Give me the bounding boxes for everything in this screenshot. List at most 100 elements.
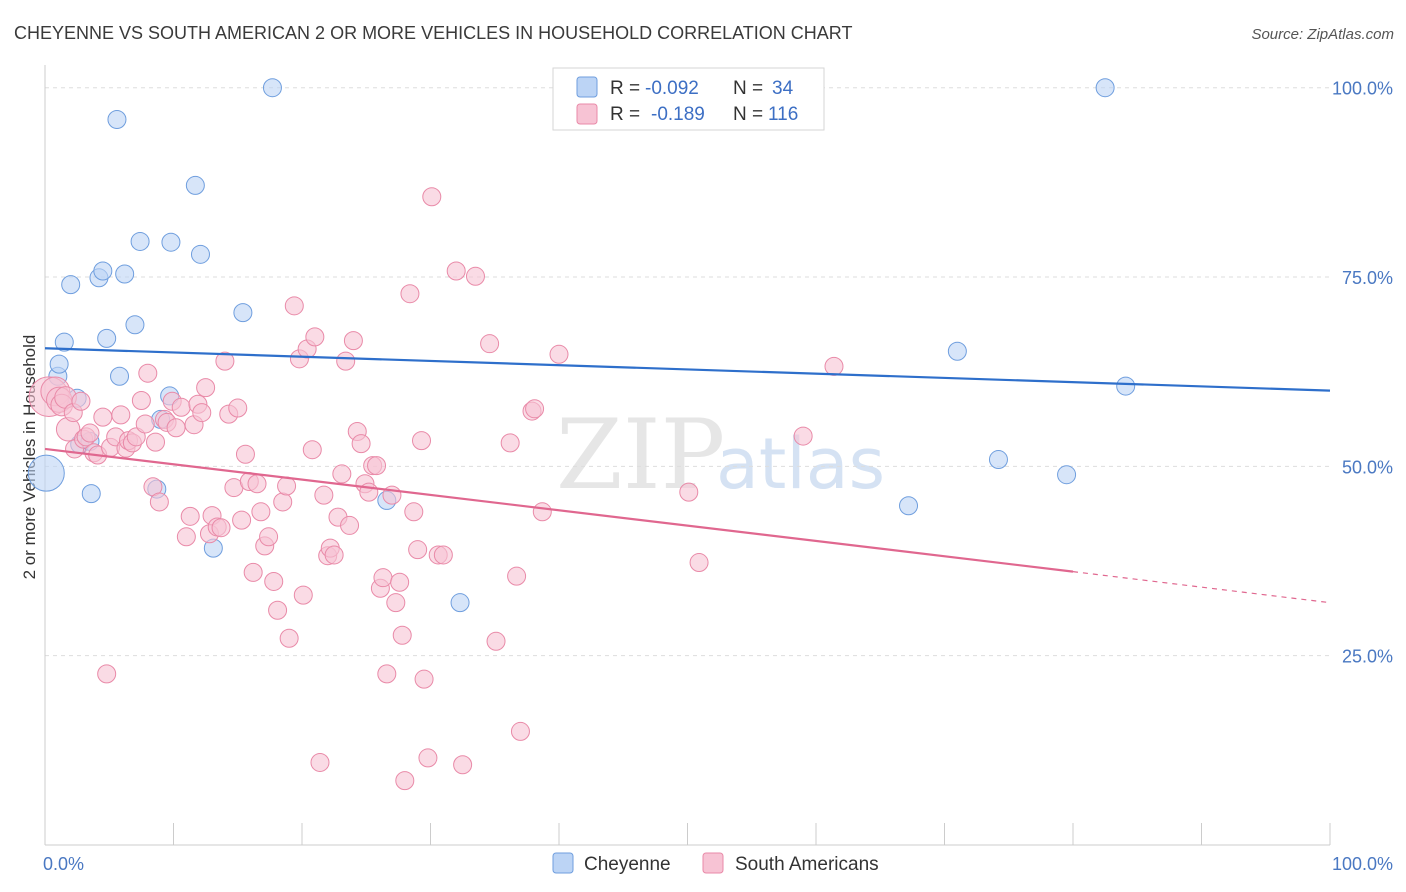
x-tick-label-start: 0.0% bbox=[43, 854, 84, 874]
legend-r-value-0: -0.092 bbox=[645, 78, 699, 99]
south-americans-point bbox=[549, 344, 569, 364]
south-americans-point bbox=[247, 474, 267, 494]
south-americans-point bbox=[689, 553, 709, 573]
cheyenne-point bbox=[107, 110, 127, 130]
south-americans-point bbox=[390, 572, 410, 592]
south-americans-point bbox=[510, 721, 530, 741]
south-americans-point bbox=[80, 423, 100, 443]
legend-item-cheyenne: Cheyenne bbox=[584, 854, 671, 875]
cheyenne-point bbox=[899, 496, 919, 516]
cheyenne-point bbox=[947, 341, 967, 361]
south-americans-point bbox=[135, 414, 155, 434]
south-americans-point bbox=[422, 187, 442, 207]
south-americans-point bbox=[486, 631, 506, 651]
south-americans-point bbox=[400, 284, 420, 304]
y-tick-labels: 25.0% 50.0% 75.0% 100.0% bbox=[1332, 79, 1393, 667]
south-americans-point bbox=[146, 432, 166, 452]
south-americans-point bbox=[386, 593, 406, 613]
south-americans-point bbox=[180, 506, 200, 526]
cheyenne-point bbox=[988, 450, 1008, 470]
south-americans-point bbox=[418, 748, 438, 768]
y-tick-label: 25.0% bbox=[1342, 647, 1393, 667]
south-americans-point bbox=[251, 502, 271, 522]
legend-n-label-0: N = bbox=[733, 78, 763, 99]
south-americans-point bbox=[228, 398, 248, 418]
south-americans-point bbox=[351, 434, 371, 454]
south-americans-point bbox=[279, 628, 299, 648]
cheyenne-point bbox=[115, 264, 135, 284]
south-americans-point bbox=[284, 296, 304, 316]
south-americans-point bbox=[824, 356, 844, 376]
south-americans-point bbox=[243, 562, 263, 582]
cheyenne-point bbox=[233, 303, 253, 323]
south-americans-point bbox=[93, 407, 113, 427]
south-americans-point bbox=[336, 351, 356, 371]
south-americans-point bbox=[166, 418, 186, 438]
cheyenne-point bbox=[54, 332, 74, 352]
south-americans-point bbox=[259, 527, 279, 547]
south-americans-point bbox=[408, 540, 428, 560]
south-americans-point bbox=[453, 755, 473, 775]
south-americans-point bbox=[343, 331, 363, 351]
watermark-zip: ZIP bbox=[556, 399, 725, 511]
south-americans-point bbox=[268, 600, 288, 620]
south-americans-point bbox=[367, 456, 387, 476]
south-americans-point bbox=[793, 426, 813, 446]
south-americans-point bbox=[131, 390, 151, 410]
south-americans-point bbox=[235, 444, 255, 464]
gridlines bbox=[45, 87, 1330, 657]
cheyenne-point bbox=[1057, 465, 1077, 485]
cheyenne-point bbox=[161, 232, 181, 252]
south-americans-trend-line bbox=[44, 447, 1074, 573]
south-americans-point bbox=[192, 403, 212, 423]
south-americans-point bbox=[679, 482, 699, 502]
cheyenne-point bbox=[27, 454, 65, 492]
x-tick-labels: 0.0% 100.0% bbox=[43, 854, 1393, 874]
cheyenne-point bbox=[110, 366, 130, 386]
south-americans-point bbox=[97, 664, 117, 684]
south-americans-point bbox=[395, 771, 415, 791]
legend-n-label-1: N = bbox=[733, 104, 763, 125]
south-americans-point bbox=[232, 510, 252, 530]
south-americans-point bbox=[500, 433, 520, 453]
south-americans-point bbox=[149, 492, 169, 512]
south-americans-trend-extension bbox=[1072, 571, 1331, 604]
south-americans-point bbox=[264, 571, 284, 591]
south-americans-point bbox=[314, 485, 334, 505]
south-americans-point bbox=[176, 527, 196, 547]
south-americans-point bbox=[525, 399, 545, 419]
y-tick-label: 75.0% bbox=[1342, 268, 1393, 288]
south-americans-point bbox=[293, 585, 313, 605]
cheyenne-point bbox=[130, 231, 150, 251]
south-americans-point bbox=[215, 351, 235, 371]
south-americans-point bbox=[302, 440, 322, 460]
south-americans-point bbox=[273, 492, 293, 512]
south-americans-point bbox=[324, 545, 344, 565]
cheyenne-point bbox=[262, 78, 282, 98]
x-tick-label-end: 100.0% bbox=[1332, 854, 1393, 874]
south-americans-point bbox=[277, 476, 297, 496]
south-americans-point bbox=[480, 334, 500, 354]
cheyenne-trend-line bbox=[44, 347, 1331, 392]
south-americans-point bbox=[126, 427, 146, 447]
south-americans-point bbox=[392, 625, 412, 645]
cheyenne-point bbox=[49, 354, 69, 374]
cheyenne-point bbox=[125, 315, 145, 335]
south-americans-point bbox=[404, 502, 424, 522]
cheyenne-point bbox=[450, 593, 470, 613]
stats-legend-box bbox=[552, 67, 825, 131]
south-americans-point bbox=[433, 545, 453, 565]
y-axis-label: 2 or more Vehicles in Household bbox=[20, 335, 39, 580]
south-americans-point bbox=[465, 266, 485, 286]
south-americans-point bbox=[305, 327, 325, 347]
cheyenne-point bbox=[93, 261, 113, 281]
y-tick-label: 100.0% bbox=[1332, 79, 1393, 99]
legend-n-value-1: 116 bbox=[768, 104, 798, 125]
legend-swatch-cheyenne bbox=[576, 76, 598, 98]
south-americans-point bbox=[377, 664, 397, 684]
south-americans-point bbox=[532, 502, 552, 522]
trend-lines bbox=[44, 347, 1331, 604]
chart-title: CHEYENNE VS SOUTH AMERICAN 2 OR MORE VEH… bbox=[14, 23, 852, 43]
cheyenne-point bbox=[1116, 376, 1136, 396]
